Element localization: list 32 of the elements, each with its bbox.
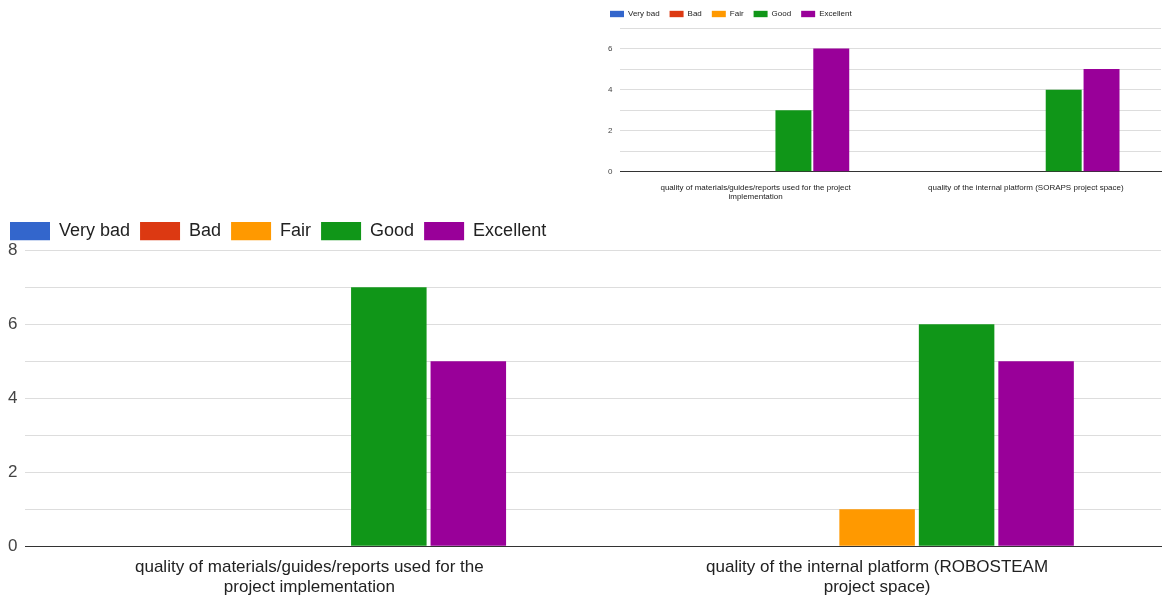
- y-tick-label: 2: [608, 125, 613, 135]
- bar: [839, 509, 915, 546]
- y-tick-label: 2: [7, 461, 18, 481]
- bar: [1045, 89, 1082, 172]
- y-tick-label: 4: [608, 84, 613, 94]
- legend-label: Good: [771, 9, 792, 19]
- x-tick-label: quality of materials/guides/reports used for the project implementation: [660, 182, 852, 202]
- x-tick-label: quality of the internal platform (SORAPS project space): [928, 182, 1125, 192]
- y-tick-label: 0: [7, 535, 18, 555]
- y-tick-label: 4: [7, 387, 18, 407]
- legend-label: Very bad: [628, 9, 660, 19]
- bar: [430, 361, 507, 546]
- legend-label: Excellent: [819, 9, 853, 19]
- legend-label: Fair: [729, 9, 744, 19]
- x-tick-label: quality of the internal platform (ROBOSTEAM project space): [706, 557, 1049, 597]
- bar: [918, 324, 995, 546]
- bar: [351, 287, 427, 546]
- legend-label: Excellent: [473, 220, 547, 241]
- bar: [813, 48, 850, 172]
- y-tick-label: 6: [608, 43, 613, 53]
- y-tick-label: 8: [7, 239, 18, 259]
- bar: [998, 361, 1074, 546]
- bar: [775, 110, 812, 172]
- y-tick-label: 0: [608, 167, 613, 176]
- bar: [1083, 69, 1120, 172]
- legend-label: Very bad: [59, 220, 131, 241]
- legend-label: Bad: [189, 220, 222, 241]
- y-tick-label: 6: [7, 313, 18, 333]
- x-tick-label: quality of materials/guides/reports used for the project implementation: [135, 557, 484, 597]
- legend-label: Good: [370, 220, 415, 241]
- legend-label: Bad: [687, 9, 702, 19]
- legend-label: Fair: [280, 220, 312, 241]
